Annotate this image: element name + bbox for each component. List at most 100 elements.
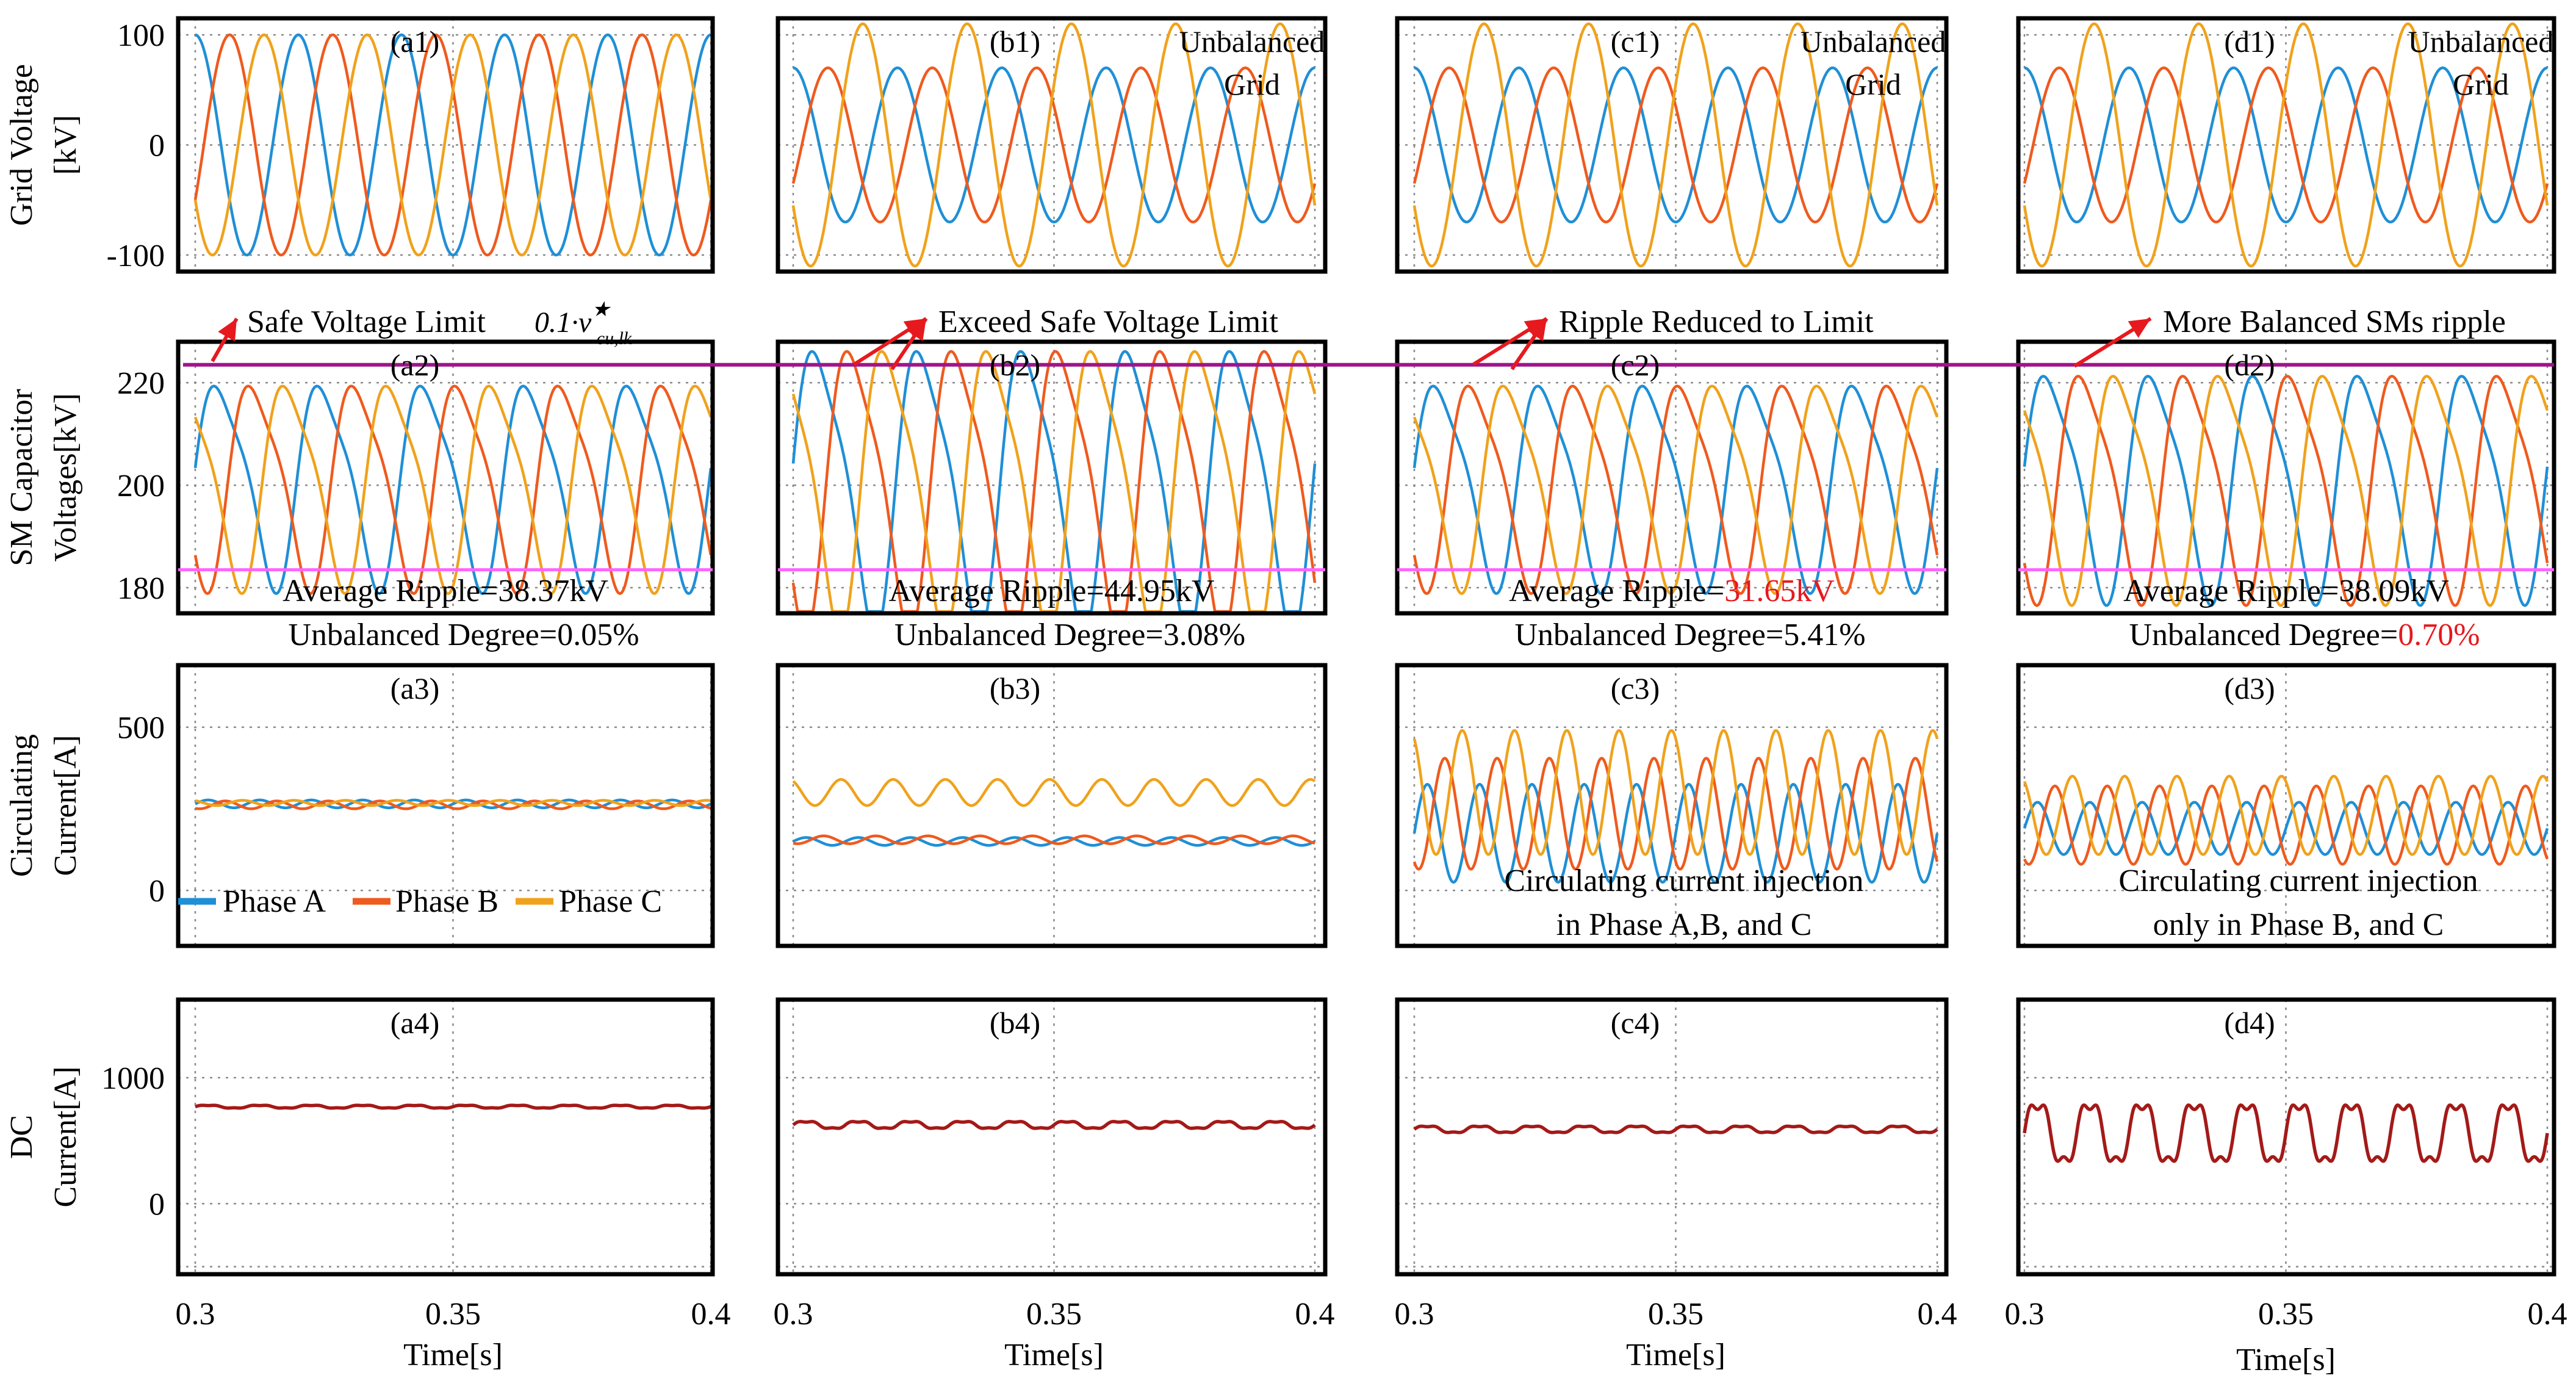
panel-label: (c4) [1611,1006,1660,1040]
unbalanced-degree-note: Unbalanced Degree=5.41% [1514,618,1865,652]
panel-frame-d3 [2016,663,2556,948]
annotation-arrow-head [2128,319,2151,338]
limit-annotation: More Balanced SMs ripple [2163,305,2506,339]
panel-frame-b4 [775,997,1328,1277]
grid-voltage-phase-b-line [791,66,1317,224]
x-tick-label: 0.4 [2528,1297,2567,1332]
panel-frame-a3 [176,663,715,948]
text-layer: (a1) (a2) (a3) (a4) 0.3 0.35 0.4 Time[s] Average… [4,18,2567,1377]
x-tick-label: 0.4 [1295,1297,1335,1332]
grid-voltage-phase-c-line [1412,22,1939,268]
panel-label: (c3) [1611,671,1660,705]
capacitor-voltage-phase-b-line [1412,384,1939,595]
grid-voltage-phase-c-line [791,22,1317,268]
legend-label: Phase A [223,884,326,919]
y-tick-label: 180 [117,571,165,606]
panel-frame-a4 [176,997,715,1277]
y-axis-label: Voltages[kV] [48,393,83,561]
y-axis-label: SM Capacitor [4,389,39,566]
safe-limit-formula-sub: cu,lk [597,328,632,348]
y-axis-label: DC [4,1115,39,1159]
x-tick-label: 0.35 [1648,1297,1704,1332]
x-tick-label: 0.3 [2005,1297,2045,1332]
x-tick-label: 0.4 [1918,1297,1957,1332]
panel-frame-b1 [775,16,1328,274]
panel-label: (c2) [1611,348,1660,382]
panel-label: (c1) [1611,24,1660,59]
x-tick-label: 0.35 [2258,1297,2314,1332]
circulating-injection-note: in Phase A,B, and C [1556,907,1812,942]
y-axis-label: Grid Voltage [4,64,39,226]
x-axis-label: Time[s] [403,1338,503,1372]
safe-limit-formula-sup: ★ [591,298,611,321]
circulating-current-phase-b-line [792,834,1316,845]
grid-voltage-phase-b-line [2023,66,2549,224]
panel-label: (a4) [390,1006,440,1040]
unbalanced-grid-note: Unbalanced [2408,24,2554,59]
circulating-current-phase-c-line [792,777,1316,807]
unbalanced-degree-value: 3.08% [1164,618,1245,652]
unbalanced-degree-note: Unbalanced Degree=0.70% [2129,618,2480,652]
limit-annotation: Safe Voltage Limit [247,305,486,339]
y-tick-label: 500 [117,711,165,746]
average-ripple-note: Average Ripple=31.65kV [1509,574,1835,608]
panel-frame-c2 [1395,339,1949,616]
x-tick-label: 0.3 [774,1297,813,1332]
panel-label: (d3) [2224,671,2275,705]
circulating-current-phase-c-line [2023,774,2549,856]
panel-frame-c3 [1395,663,1949,948]
grid-voltage-phase-c-line [193,33,713,257]
panel-frame-b2 [775,339,1328,616]
dc-current-line [194,1103,712,1110]
x-tick-label: 0.35 [425,1297,481,1332]
panel-frame-c1 [1395,16,1949,274]
unbalanced-degree-prefix: Unbalanced Degree= [288,618,557,652]
capacitor-voltage-phase-a-line [1412,384,1939,595]
panel-frame-layer [176,16,2556,1277]
grid-voltage-phase-c-line [2023,22,2549,268]
limit-annotation: Ripple Reduced to Limit [1559,305,1874,339]
panel-label: (a1) [390,24,440,59]
y-tick-label: 100 [117,18,165,53]
panel-label: (b3) [990,671,1040,705]
average-ripple-note: Average Ripple=38.09kV [2123,574,2449,608]
panel-label: (b4) [990,1006,1040,1040]
unbalanced-degree-prefix: Unbalanced Degree= [1514,618,1783,652]
circulating-injection-note: Circulating current injection [1504,864,1863,898]
panel-frame-d1 [2016,16,2556,274]
panel-label: (b1) [990,24,1040,59]
circulating-injection-note: only in Phase B, and C [2153,907,2444,942]
y-tick-label: 220 [117,366,165,401]
circulating-current-phase-c-line [194,799,712,807]
circulating-current-phase-a-line [2023,801,2549,856]
circulating-current-phase-a-line [792,836,1316,847]
grid-voltage-phase-b-line [1412,66,1939,224]
average-ripple-note: Average Ripple=38.37kV [282,574,608,608]
circulating-current-phase-c-line [1412,729,1939,856]
capacitor-voltage-phase-a-line [193,384,713,595]
circulating-current-phase-b-line [2023,784,2549,866]
panel-frame-a1 [176,16,715,274]
annotation-arrow-head [218,319,237,342]
annotation-arrow-head [1527,319,1547,342]
unbalanced-degree-value: 0.70% [2398,618,2480,652]
panel-label: (a3) [390,671,440,705]
x-axis-label: Time[s] [2236,1343,2336,1377]
panel-label: (d2) [2224,348,2275,382]
limit-annotation: Exceed Safe Voltage Limit [938,305,1278,339]
y-tick-label: 200 [117,469,165,503]
x-axis-label: Time[s] [1004,1338,1104,1372]
x-tick-label: 0.3 [176,1297,215,1332]
x-tick-label: 0.35 [1026,1297,1082,1332]
unbalanced-degree-prefix: Unbalanced Degree= [2129,618,2398,652]
circulating-injection-note: Circulating current injection [2118,864,2478,898]
capacitor-voltage-phase-c-line [1412,384,1939,595]
unbalanced-grid-note: Unbalanced [1801,24,1946,59]
panel-label: (a2) [390,348,440,382]
x-tick-label: 0.4 [691,1297,731,1332]
capacitor-voltage-phase-b-line [2023,375,2549,607]
grid-layer [178,18,2554,1274]
unbalanced-grid-note: Grid [2453,67,2509,101]
unbalanced-degree-note: Unbalanced Degree=3.08% [894,618,1245,652]
